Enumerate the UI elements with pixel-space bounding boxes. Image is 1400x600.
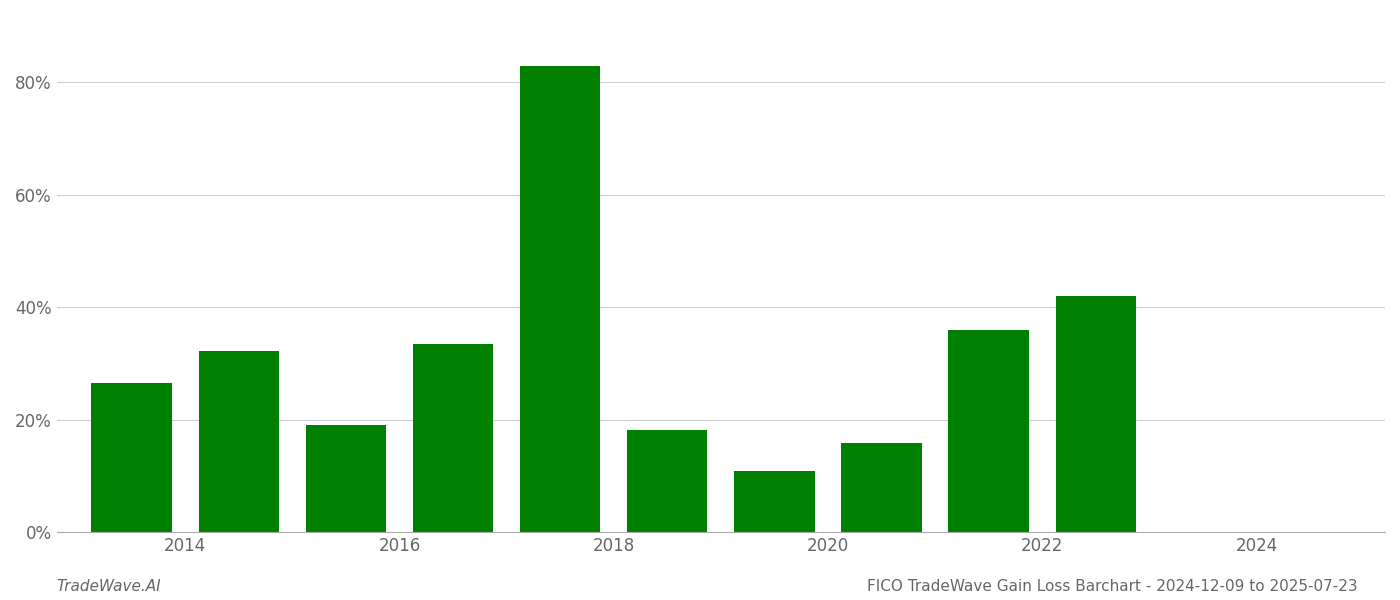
Bar <box>948 330 1029 532</box>
Bar <box>841 443 921 532</box>
Bar <box>1056 296 1135 532</box>
Bar <box>519 65 601 532</box>
Bar <box>413 344 493 532</box>
Text: TradeWave.AI: TradeWave.AI <box>56 579 161 594</box>
Text: FICO TradeWave Gain Loss Barchart - 2024-12-09 to 2025-07-23: FICO TradeWave Gain Loss Barchart - 2024… <box>868 579 1358 594</box>
Bar <box>91 383 172 532</box>
Bar <box>627 430 707 532</box>
Bar <box>199 350 279 532</box>
Bar <box>734 471 815 532</box>
Bar <box>305 425 386 532</box>
